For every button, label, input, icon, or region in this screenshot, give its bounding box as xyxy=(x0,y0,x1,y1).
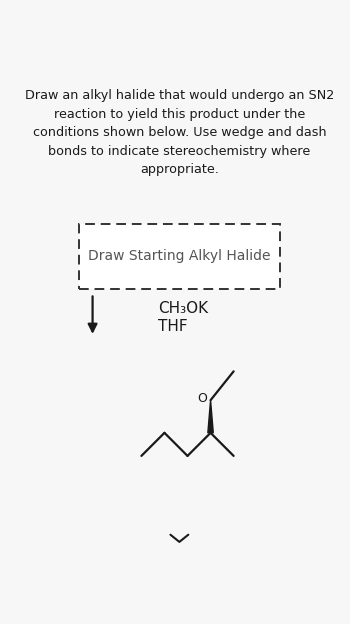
Text: O: O xyxy=(197,392,207,405)
FancyBboxPatch shape xyxy=(79,224,280,289)
Text: Draw an alkyl halide that would undergo an SN2
reaction to yield this product un: Draw an alkyl halide that would undergo … xyxy=(25,89,334,177)
Text: CH₃OK: CH₃OK xyxy=(158,301,208,316)
Polygon shape xyxy=(208,400,213,433)
Text: Draw Starting Alkyl Halide: Draw Starting Alkyl Halide xyxy=(88,249,271,263)
Text: THF: THF xyxy=(158,319,187,334)
